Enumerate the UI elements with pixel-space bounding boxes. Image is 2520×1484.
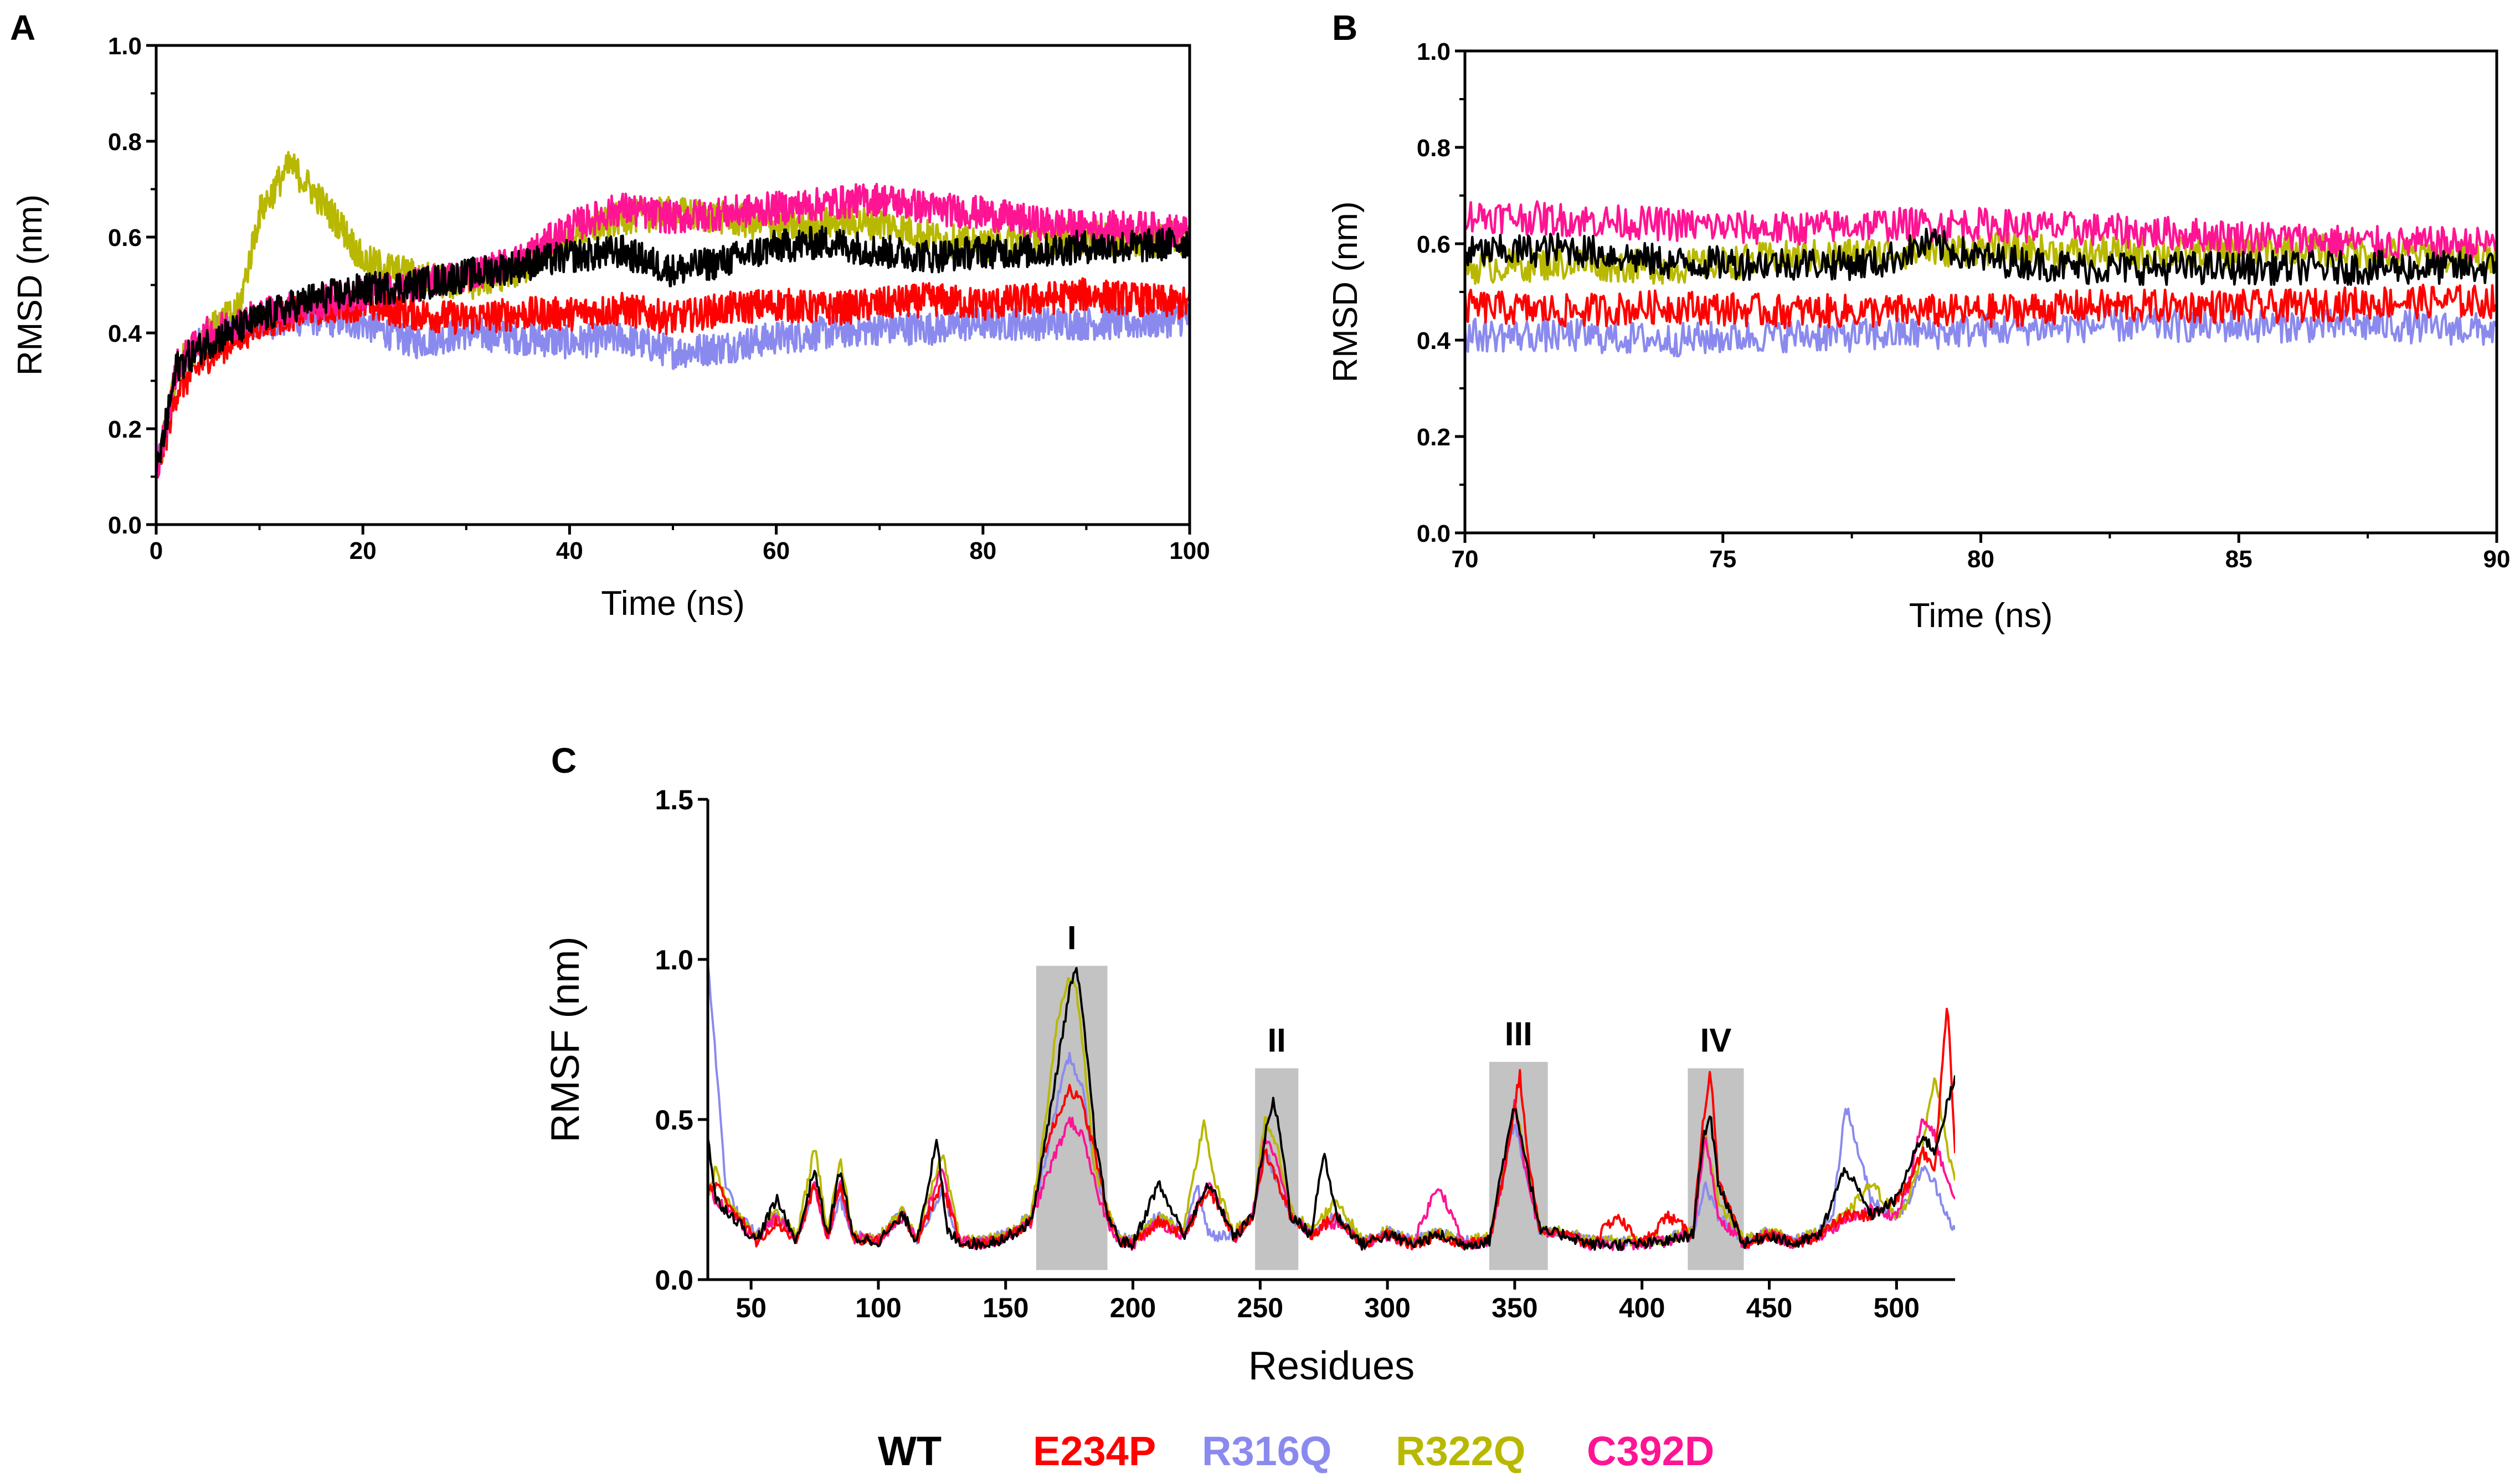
panel-c-xtick-label: 300 <box>1364 1292 1410 1323</box>
panel-c-ytick-label: 1.0 <box>655 944 693 975</box>
legend-r316q: R316Q <box>1202 1428 1332 1474</box>
panel-c-series-c392d <box>708 1099 1955 1251</box>
panel-label-c: C <box>551 741 577 780</box>
panel-label-b: B <box>1332 8 1357 48</box>
panel-b-ytick-label: 0.4 <box>1417 327 1451 355</box>
panel-a-ytick-label: 0.6 <box>108 224 142 251</box>
panel-b-ytick-label: 0.8 <box>1417 135 1451 162</box>
panel-c-xtick-label: 450 <box>1746 1292 1792 1323</box>
panel-c-xtick-label: 150 <box>983 1292 1028 1323</box>
panel-a-xtick-label: 80 <box>969 537 996 564</box>
panel-c-ytick-label: 1.5 <box>655 784 693 815</box>
panel-b-ytick-label: 0.6 <box>1417 231 1451 258</box>
panel-a-xtick-label: 60 <box>763 537 790 564</box>
panel-c-xtick-label: 200 <box>1110 1292 1156 1323</box>
panel-a-ytick-label: 1.0 <box>108 33 142 60</box>
panel-a-ytick-label: 0.8 <box>108 129 142 156</box>
panel-a-series-wt <box>156 225 1190 477</box>
region-i-label: I <box>1067 920 1077 957</box>
panel-a-ylabel: RMSD (nm) <box>11 194 49 376</box>
panel-b-ytick-label: 0.0 <box>1417 520 1451 547</box>
panel-c-xtick-label: 50 <box>736 1292 767 1323</box>
region-ii-label: II <box>1268 1022 1286 1059</box>
region-iii-box <box>1489 1061 1548 1270</box>
panel-c-xtick-label: 400 <box>1619 1292 1665 1323</box>
panel-a-ytick-label: 0.4 <box>108 320 142 347</box>
panel-b-xtick-label: 90 <box>2483 546 2511 573</box>
legend: WT E234P R316Q R322Q C392D <box>0 1424 2520 1479</box>
series-lines <box>156 151 2497 1251</box>
panel-b-frame <box>1463 49 2498 535</box>
panel-c-xtick-label: 500 <box>1874 1292 1920 1323</box>
panel-b-xtick-label: 85 <box>2225 546 2252 573</box>
panel-c-ytick-label: 0.5 <box>655 1105 693 1136</box>
panel-c-ytick-label: 0.0 <box>655 1265 693 1296</box>
panel-a-ytick-label: 0.0 <box>108 512 142 539</box>
highlight-regions <box>1036 966 1744 1270</box>
panel-c-ylabel: RMSF (nm) <box>543 937 588 1143</box>
panel-c-xtick-label: 350 <box>1492 1292 1537 1323</box>
panel-a-xtick-label: 40 <box>556 537 583 564</box>
panel-c-xlabel: Residues <box>1248 1344 1415 1388</box>
panel-a-xtick-label: 20 <box>349 537 377 564</box>
legend-r322q: R322Q <box>1396 1428 1526 1474</box>
legend-wt: WT <box>878 1428 942 1474</box>
panel-b-ytick-label: 1.0 <box>1417 38 1451 65</box>
legend-e234p: E234P <box>1033 1428 1156 1474</box>
panel-a-xtick-label: 0 <box>150 537 163 564</box>
panel-a-series-c392d <box>156 182 1190 477</box>
panel-b-series-wt <box>1465 228 2497 286</box>
panel-a-xlabel: Time (ns) <box>601 584 744 623</box>
panel-b-series-e234p <box>1465 284 2497 330</box>
region-iii-label: III <box>1505 1015 1532 1052</box>
panel-c-series-wt <box>708 967 1955 1251</box>
panel-b-xlabel: Time (ns) <box>1909 597 2053 635</box>
axes: 0 20 40 60 80 100 0.0 0.2 0.4 0.6 0.8 1.0 Time (ns) R… <box>11 33 2510 1388</box>
panel-b-series-c392d <box>1465 200 2497 262</box>
panel-b-ylabel: RMSD (nm) <box>1326 201 1365 382</box>
panel-c-xtick-label: 250 <box>1237 1292 1283 1323</box>
legend-c392d: C392D <box>1587 1428 1715 1474</box>
panel-b-xtick-label: 70 <box>1452 546 1479 573</box>
panel-a-ytick-label: 0.2 <box>108 416 142 443</box>
region-iv-label: IV <box>1700 1022 1732 1059</box>
panel-label-a: A <box>10 8 35 48</box>
panel-b-ytick-label: 0.2 <box>1417 424 1451 451</box>
panel-a-xtick-label: 100 <box>1169 537 1210 564</box>
panel-b-xtick-label: 75 <box>1709 546 1736 573</box>
panel-c-series-r322q <box>708 977 1955 1248</box>
panel-b-xtick-label: 80 <box>1967 546 1994 573</box>
panel-c-xtick-label: 100 <box>855 1292 901 1323</box>
